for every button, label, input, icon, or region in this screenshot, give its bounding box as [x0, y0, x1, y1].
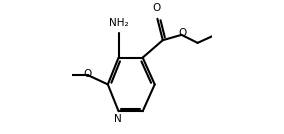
Text: O: O [152, 3, 160, 13]
Text: NH₂: NH₂ [109, 18, 128, 28]
Text: N: N [114, 114, 122, 124]
Text: O: O [178, 29, 186, 38]
Text: O: O [83, 69, 92, 79]
